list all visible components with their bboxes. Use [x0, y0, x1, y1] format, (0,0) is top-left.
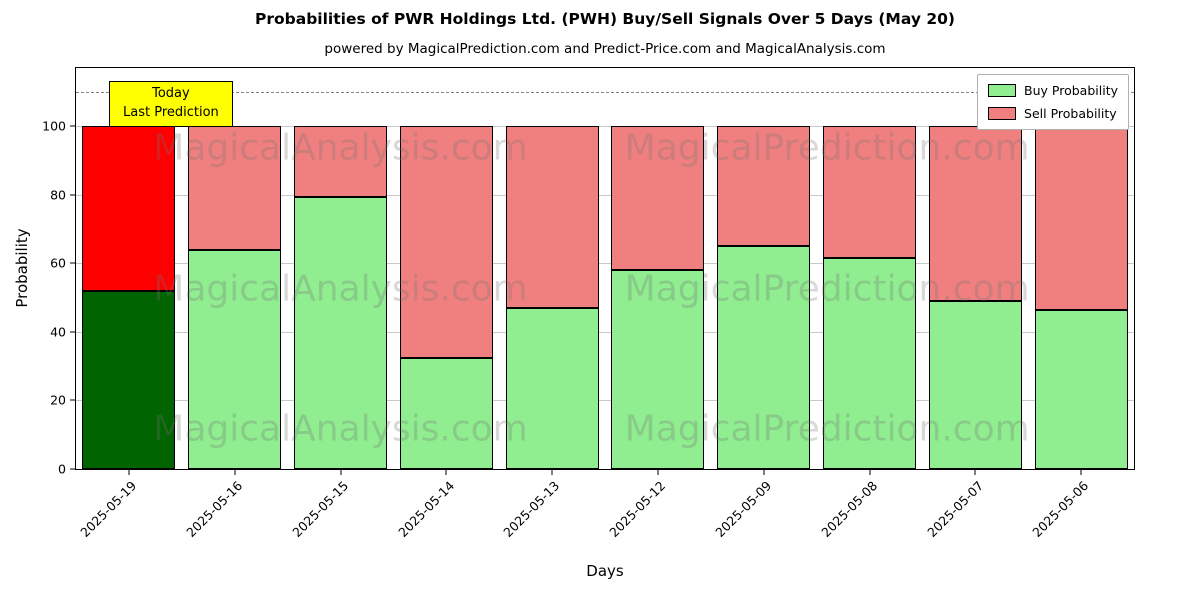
- gridline-20: [76, 400, 1134, 402]
- sell-segment-2025-05-19: [82, 126, 176, 291]
- buy-segment-2025-05-08: [822, 258, 917, 469]
- bar-2025-05-09: [717, 126, 811, 469]
- buy-segment-2025-05-09: [717, 246, 811, 469]
- buy-color-swatch-icon: [988, 84, 1017, 97]
- bar-2025-05-14: [399, 126, 493, 469]
- x-tick-label-2025-05-12: 2025-05-12: [606, 478, 669, 540]
- bar-2025-05-12: [611, 126, 705, 469]
- sell-segment-2025-05-08: [822, 126, 917, 259]
- legend: Buy Probability Sell Probability: [977, 74, 1129, 130]
- x-axis-label: Days: [586, 562, 624, 580]
- buy-segment-2025-05-16: [188, 249, 282, 469]
- legend-item-sell: Sell Probability: [988, 106, 1118, 121]
- buy-segment-2025-05-07: [928, 301, 1022, 469]
- legend-item-buy: Buy Probability: [988, 83, 1118, 98]
- annotation-line-2: Last Prediction: [123, 104, 219, 120]
- y-tick-label-40: 40: [50, 324, 66, 340]
- gridline-40: [76, 331, 1134, 333]
- buy-segment-2025-05-13: [505, 307, 599, 469]
- x-tick-mark-2025-05-08: [869, 469, 870, 475]
- sell-segment-2025-05-16: [188, 126, 282, 250]
- x-tick-label-2025-05-08: 2025-05-08: [818, 478, 881, 540]
- buy-segment-2025-05-06: [1034, 309, 1128, 469]
- sell-segment-2025-05-09: [717, 126, 811, 247]
- y-tick-mark-40: [70, 331, 76, 333]
- gridline-60: [76, 263, 1134, 265]
- today-annotation: Today Last Prediction: [109, 81, 233, 127]
- bar-2025-05-07: [928, 126, 1022, 469]
- sell-segment-2025-05-12: [611, 126, 705, 271]
- y-tick-label-0: 0: [58, 461, 66, 477]
- axis-ticks-layer: 0 20 40 60 80 100 2025-05-19 2025-05-16 2025-05-…: [42, 68, 1134, 540]
- x-tick-mark-2025-05-14: [445, 469, 447, 475]
- legend-label-buy: Buy Probability: [1024, 83, 1118, 98]
- x-tick-label-2025-05-16: 2025-05-16: [183, 478, 246, 540]
- x-tick-label-2025-05-14: 2025-05-14: [394, 478, 457, 540]
- y-tick-mark-0: [70, 468, 76, 470]
- buy-segment-2025-05-19: [82, 290, 176, 469]
- x-tick-label-2025-05-07: 2025-05-07: [923, 478, 986, 540]
- x-tick-mark-2025-05-19: [128, 469, 130, 475]
- sell-segment-2025-05-15: [293, 126, 388, 197]
- x-tick-label-2025-05-06: 2025-05-06: [1029, 478, 1092, 540]
- y-tick-label-100: 100: [42, 118, 66, 134]
- y-tick-label-20: 20: [50, 392, 66, 408]
- gridline-80: [76, 194, 1134, 196]
- buy-segment-2025-05-14: [399, 357, 493, 469]
- gridline-100: [76, 126, 1134, 128]
- plot-area: MagicalAnalysis.com MagicalPrediction.com…: [42, 67, 1135, 540]
- y-tick-mark-100: [70, 125, 76, 127]
- bar-2025-05-16: [188, 126, 282, 469]
- bar-2025-05-06: [1034, 126, 1128, 469]
- x-tick-mark-2025-05-16: [234, 469, 236, 475]
- bar-2025-05-19: [82, 126, 176, 469]
- x-tick-label-2025-05-09: 2025-05-09: [712, 478, 775, 540]
- x-tick-mark-2025-05-09: [763, 469, 765, 475]
- y-tick-label-80: 80: [50, 187, 66, 203]
- x-tick-label-2025-05-15: 2025-05-15: [289, 478, 352, 540]
- y-tick-mark-60: [70, 262, 76, 264]
- x-tick-mark-2025-05-13: [551, 469, 553, 475]
- bars-layer: [76, 68, 1134, 469]
- x-tick-mark-2025-05-15: [340, 469, 341, 475]
- chart-subtitle: powered by MagicalPrediction.com and Pre…: [324, 41, 886, 57]
- x-tick-label-2025-05-13: 2025-05-13: [500, 478, 563, 540]
- dashed-threshold-line: [76, 91, 1134, 93]
- y-axis-label: Probability: [13, 228, 31, 308]
- buy-segment-2025-05-12: [611, 270, 705, 469]
- sell-segment-2025-05-14: [399, 126, 493, 358]
- chart-title: Probabilities of PWR Holdings Ltd. (PWH)…: [255, 10, 955, 28]
- grid-layer: [76, 68, 1134, 469]
- bar-2025-05-15: [293, 126, 388, 469]
- buy-segment-2025-05-15: [293, 196, 388, 469]
- sell-segment-2025-05-13: [505, 126, 599, 308]
- y-tick-mark-80: [70, 194, 76, 196]
- y-tick-label-60: 60: [50, 255, 66, 271]
- y-tick-mark-20: [70, 399, 76, 401]
- annotation-line-1: Today: [152, 86, 190, 101]
- legend-label-sell: Sell Probability: [1024, 106, 1117, 121]
- x-tick-mark-2025-05-06: [1080, 469, 1082, 475]
- x-tick-mark-2025-05-07: [974, 469, 976, 475]
- sell-segment-2025-05-06: [1034, 126, 1128, 310]
- sell-color-swatch-icon: [988, 107, 1017, 120]
- x-tick-mark-2025-05-12: [657, 469, 659, 475]
- sell-segment-2025-05-07: [928, 126, 1022, 302]
- x-tick-label-2025-05-19: 2025-05-19: [77, 478, 140, 540]
- bar-2025-05-13: [505, 126, 599, 469]
- bar-2025-05-08: [822, 126, 917, 469]
